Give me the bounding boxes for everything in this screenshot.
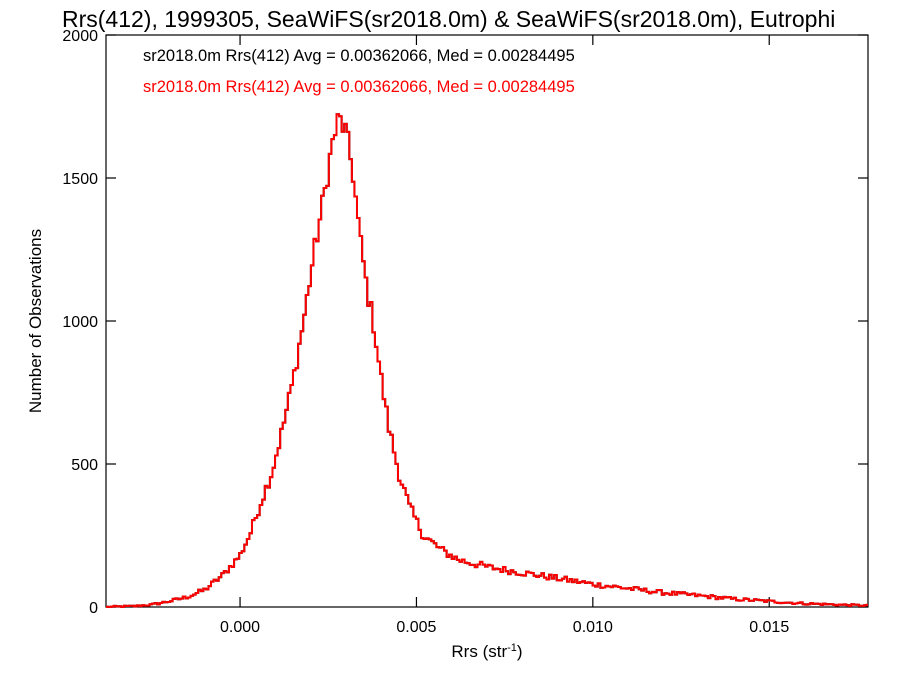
y-tick-label: 1000 [62, 314, 98, 331]
x-tick-label: 0.000 [220, 619, 260, 636]
y-tick-label: 1500 [62, 171, 98, 188]
y-axis-label: Number of Observations [26, 229, 45, 413]
series-group [106, 113, 868, 608]
x-tick-label: 0.015 [749, 619, 789, 636]
y-axis: 0 500 1000 1500 2000 [62, 28, 868, 617]
plot-frame [105, 34, 869, 608]
legend-entry-2: sr2018.0m Rrs(412) Avg = 0.00362066, Med… [143, 78, 575, 96]
x-tick-label: 0.005 [396, 619, 436, 636]
x-tick-label: 0.010 [573, 619, 613, 636]
x-axis-label-superscript: -1 [507, 642, 517, 654]
x-axis: 0.000 0.005 0.010 0.015 [220, 35, 789, 636]
histogram-series-2 [106, 113, 868, 608]
chart-title: Rrs(412), 1999305, SeaWiFS(sr2018.0m) & … [62, 6, 835, 32]
x-axis-label-close: ) [517, 642, 523, 661]
y-tick-label: 0 [89, 600, 98, 617]
legend-entry-1: sr2018.0m Rrs(412) Avg = 0.00362066, Med… [143, 47, 575, 65]
histogram-series-1 [106, 113, 868, 608]
x-axis-label-main: Rrs (str [451, 642, 507, 661]
x-axis-label: Rrs (str-1) [451, 642, 522, 661]
y-tick-label: 2000 [62, 28, 98, 45]
y-tick-label: 500 [71, 457, 98, 474]
